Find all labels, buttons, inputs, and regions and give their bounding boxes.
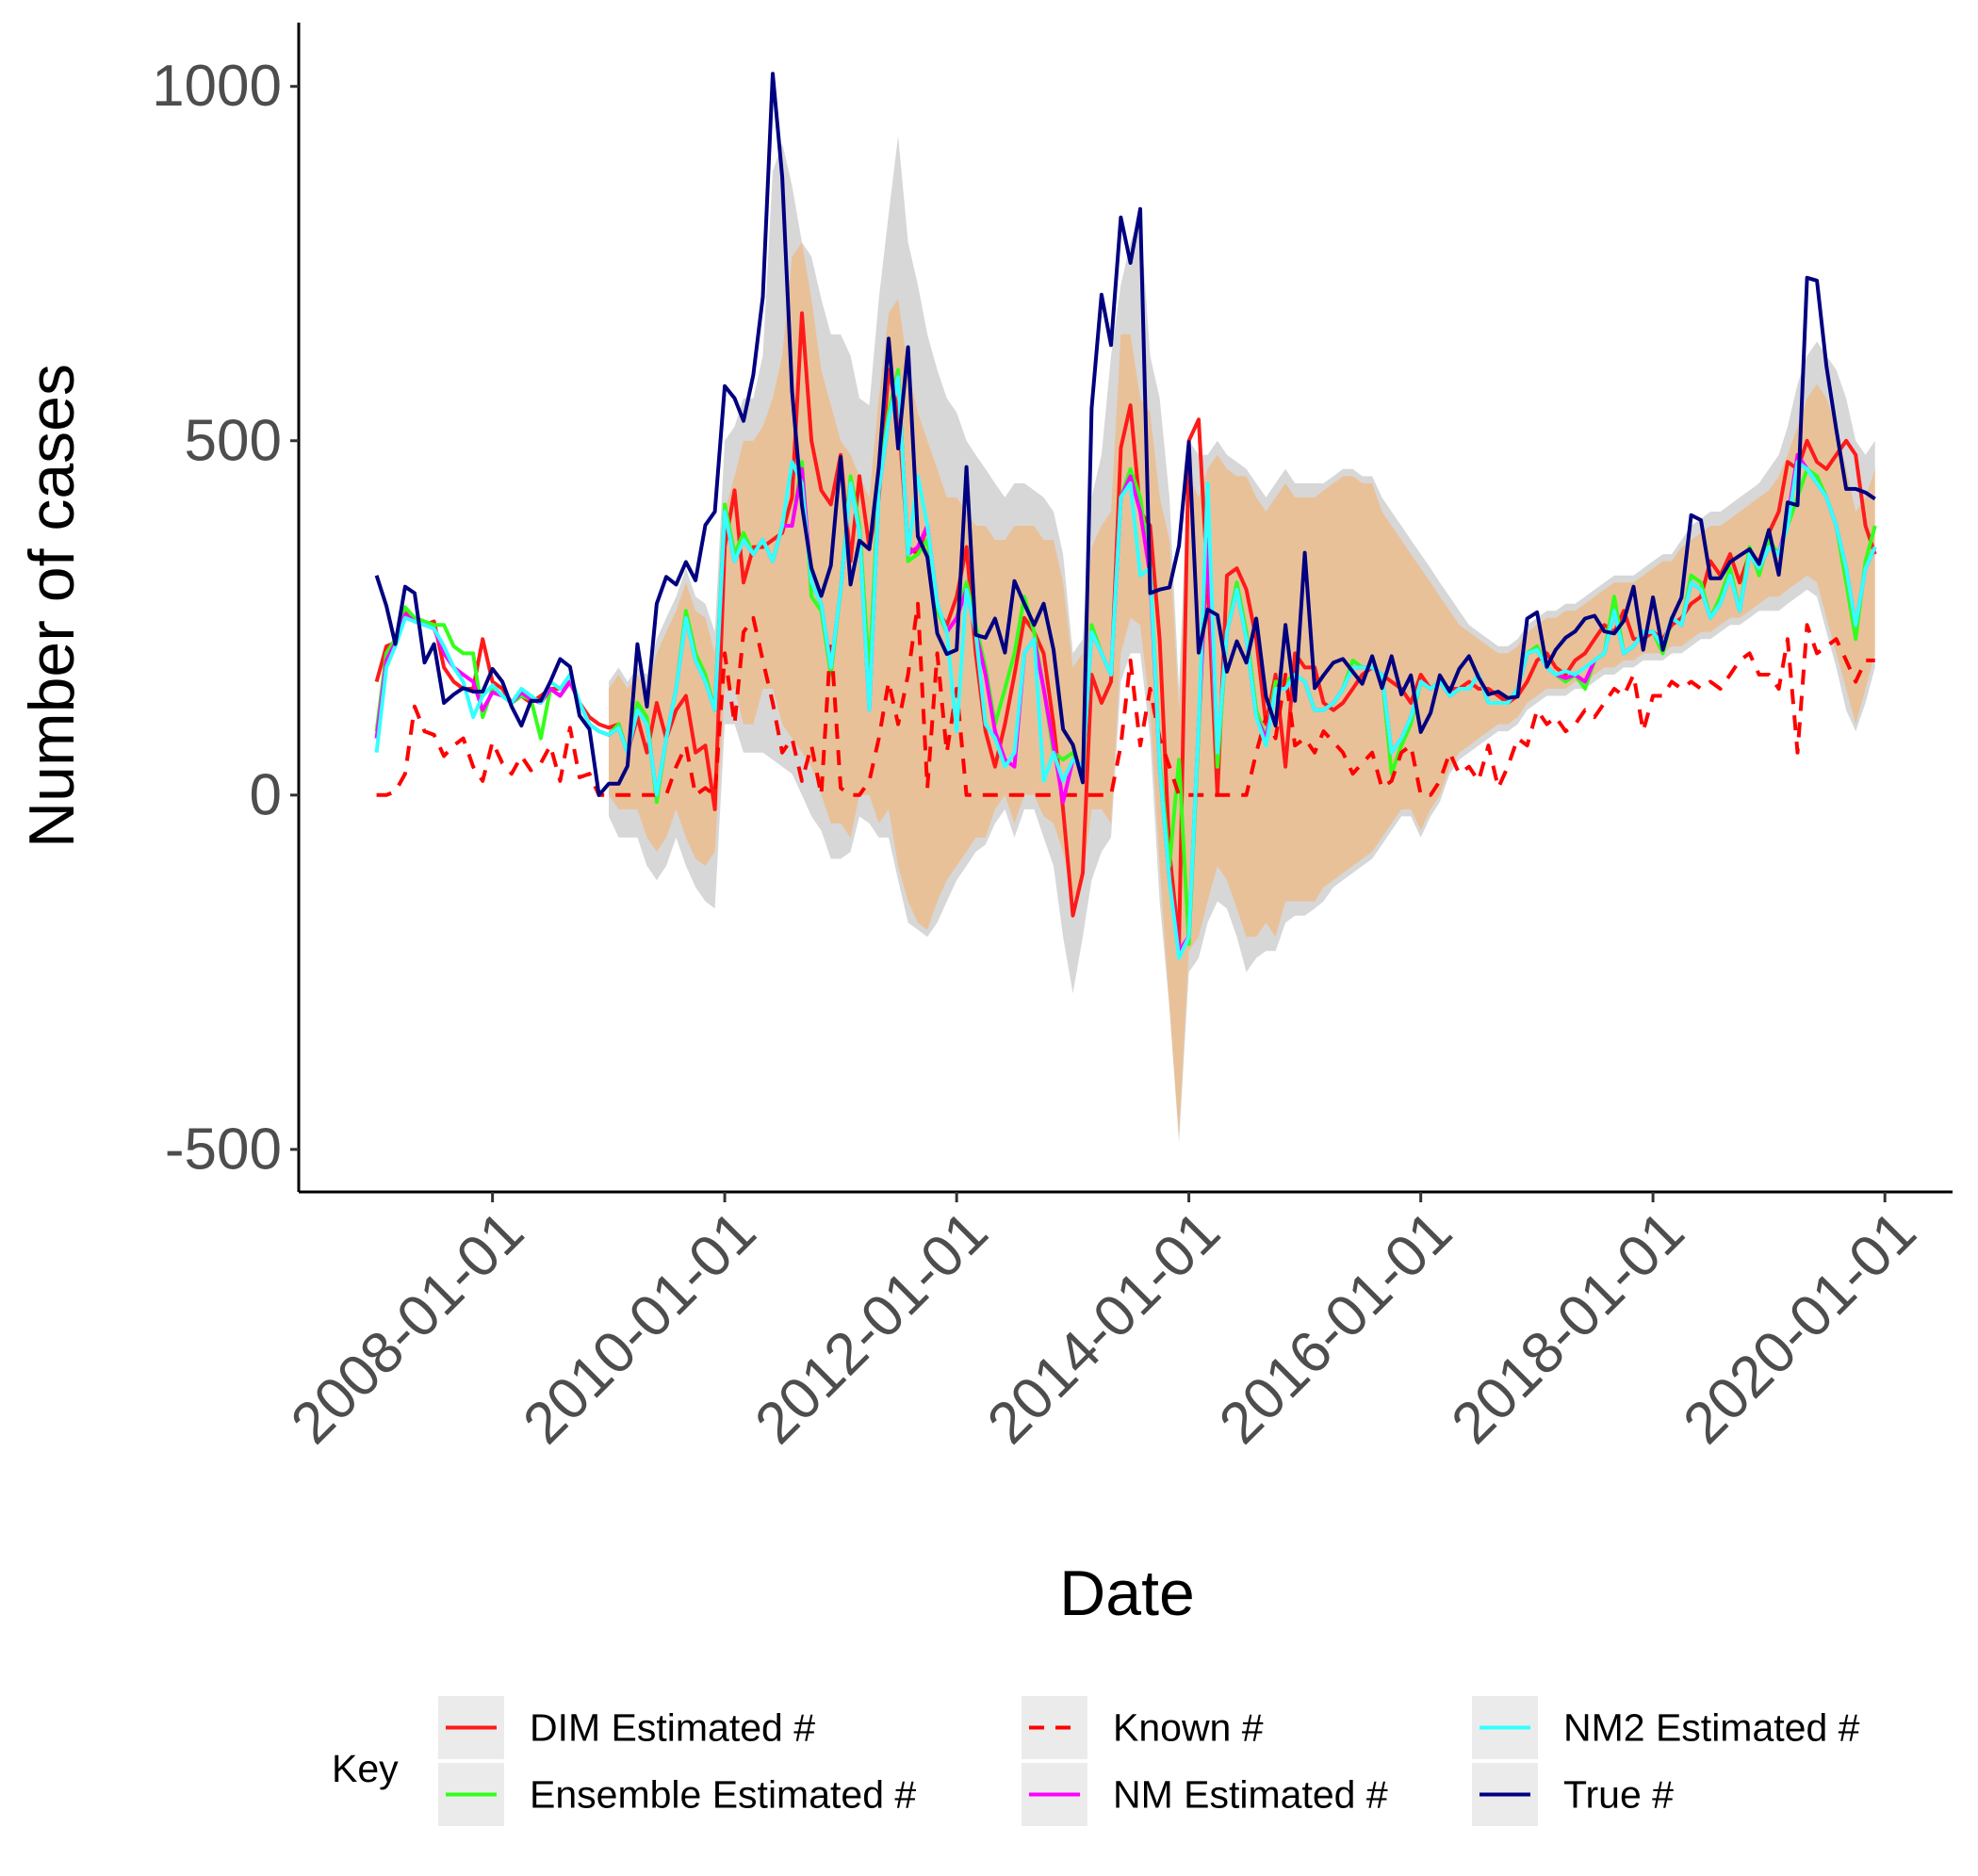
x-tick-label: 2020-01-01 <box>1672 1199 1929 1457</box>
series-line <box>374 72 1876 797</box>
x-tick-label: 2008-01-01 <box>279 1199 536 1457</box>
series-line <box>374 375 1877 960</box>
legend-label: Ensemble Estimated # <box>530 1773 916 1817</box>
y-axis-title: Number of cases <box>16 364 88 848</box>
legend-label: NM2 Estimated # <box>1563 1706 1860 1750</box>
legend-label: True # <box>1563 1773 1674 1817</box>
band <box>609 242 1875 1135</box>
band <box>609 136 1875 1143</box>
x-tick-label: 2014-01-01 <box>975 1199 1233 1457</box>
y-tick-label: 1000 <box>152 54 282 119</box>
y-tick-label: -500 <box>165 1117 282 1182</box>
y-tick-label: 500 <box>185 408 282 473</box>
x-tick-label: 2016-01-01 <box>1207 1199 1464 1457</box>
legend-label: NM Estimated # <box>1113 1773 1388 1817</box>
x-tick-label: 2018-01-01 <box>1439 1199 1696 1457</box>
plot-area <box>374 72 1877 1143</box>
legend-label: Known # <box>1113 1706 1264 1750</box>
x-tick-label: 2010-01-01 <box>511 1199 768 1457</box>
legend-title: Key <box>332 1747 399 1790</box>
legend-label: DIM Estimated # <box>530 1706 815 1750</box>
y-tick-label: 0 <box>250 762 282 827</box>
x-axis-title: Date <box>1059 1558 1195 1629</box>
x-tick-label: 2012-01-01 <box>743 1199 1000 1457</box>
series-line <box>376 601 1875 797</box>
